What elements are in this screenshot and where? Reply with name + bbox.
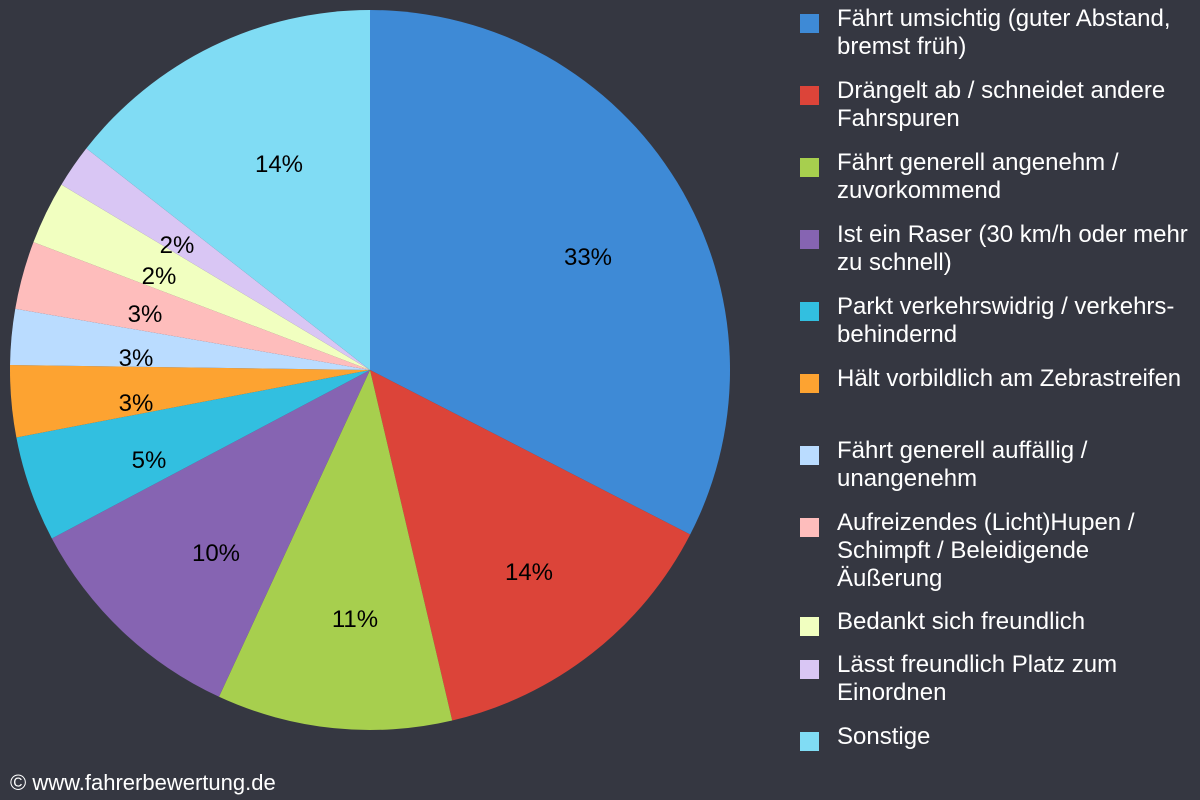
pie-slice [51,370,371,697]
legend-swatch [800,617,819,636]
slice-percent-label: 3% [128,301,163,328]
legend-label: Bedankt sich freundlich [837,608,1086,635]
legend-item: Ist ein Raser (30 km/h oder mehr zu schn… [800,221,1197,277]
legend-swatch [800,660,819,679]
legend-label: Ist ein Raser (30 km/h oder mehr zu schn… [837,221,1188,276]
slice-percent-label: 33% [564,244,612,271]
legend-item: Fährt umsichtig (guter Abstand, bremst f… [800,5,1197,61]
pie-slice [61,148,371,370]
pie-slice [16,370,371,539]
legend-item: Drängelt ab / schneidet andere Fahrspure… [800,77,1197,133]
legend-swatch [800,732,819,751]
legend-label: Hält vorbildlich am Zebrastreifen [837,365,1182,392]
legend-swatch [800,86,819,105]
slice-percent-label: 5% [132,447,167,474]
legend-swatch [800,14,819,33]
legend-label: Fährt generell angenehm / zuvorkommend [837,149,1119,204]
legend-label: Drängelt ab / schneidet andere Fahrspure… [837,77,1166,132]
legend-label: Fährt umsichtig (guter Abstand, bremst f… [837,5,1171,60]
legend-item: Sonstige [800,723,1197,751]
pie-slice [86,10,370,370]
copyright-footer: © www.fahrerbewertung.de [10,770,276,795]
pie-slice [370,10,730,535]
legend-item: Fährt generell auffällig / unangenehm [800,437,1197,493]
legend-swatch [800,374,819,393]
pie-slice [15,242,371,370]
legend-label: Aufreizendes (Licht)Hupen / Schimpft / B… [837,509,1135,592]
slice-percent-label: 10% [192,540,240,567]
slice-percent-label: 14% [255,151,303,178]
legend-item: Fährt generell angenehm / zuvorkommend [800,149,1197,205]
legend-swatch [800,158,819,177]
slice-percent-label: 14% [505,559,553,586]
legend-swatch [800,518,819,537]
pie-slice [370,370,691,721]
legend-item: Bedankt sich freundlich [800,608,1197,636]
legend-swatch [800,230,819,249]
legend-label: Parkt verkehrswidrig / verkehrs-behinder… [837,293,1175,348]
legend-swatch [800,302,819,321]
legend-item: Hält vorbildlich am Zebrastreifen [800,365,1197,393]
slice-percent-label: 11% [332,606,378,633]
legend-item: Parkt verkehrswidrig / verkehrs-behinder… [800,293,1197,349]
legend-label: Fährt generell auffällig / unangenehm [837,437,1088,492]
pie-slice [218,370,453,730]
pie-chart: 33% 14% 11% 10% 5% 3% 3% 3% 2% 2% 14% [9,10,730,730]
legend-swatch [800,446,819,465]
pie-slice [9,364,370,438]
slice-percent-label: 3% [119,345,154,372]
slice-percent-label: 2% [160,232,195,259]
legend-label: Sonstige [837,723,931,750]
pie-slice [10,308,370,370]
legend-label: Lässt freundlich Platz zum Einordnen [837,651,1118,706]
slice-percent-label: 2% [142,263,177,290]
pie-slice [33,184,370,370]
legend-item: Aufreizendes (Licht)Hupen / Schimpft / B… [800,509,1197,593]
legend-item: Lässt freundlich Platz zum Einordnen [800,651,1197,707]
slice-percent-label: 3% [119,390,154,417]
